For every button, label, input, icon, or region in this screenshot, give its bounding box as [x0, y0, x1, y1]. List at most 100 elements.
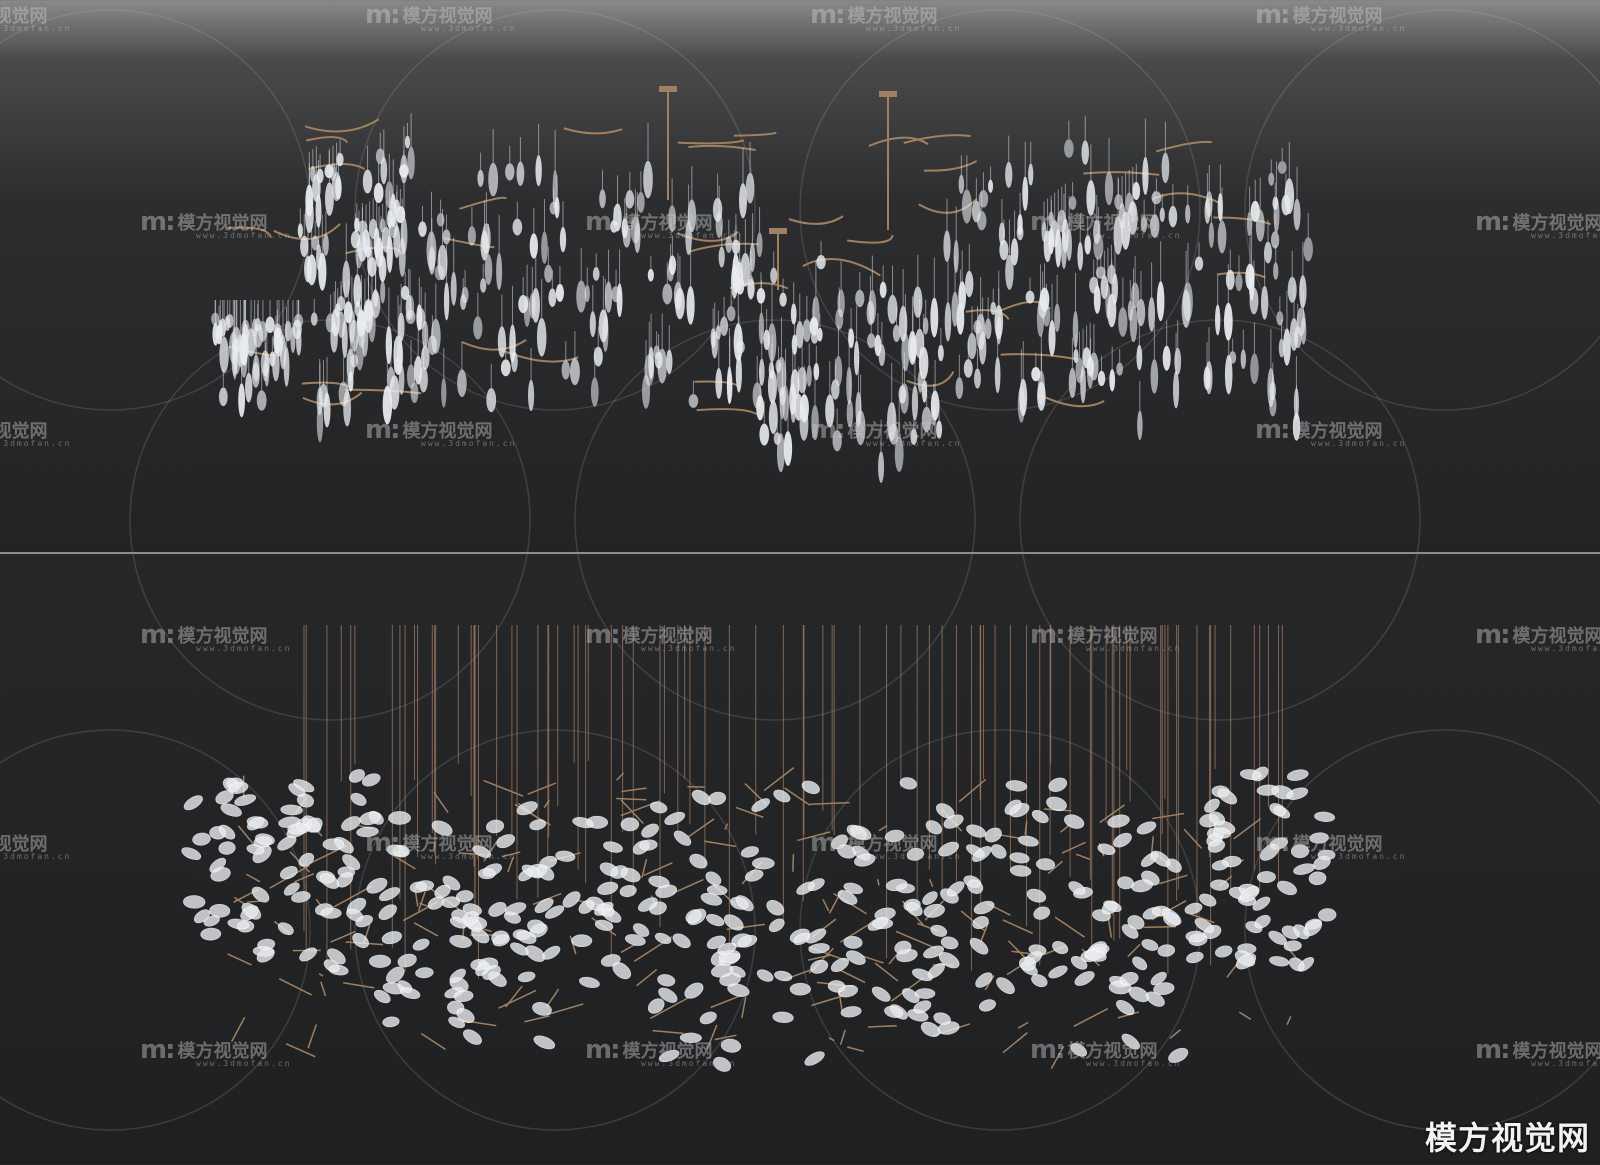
glass-pod: [902, 988, 920, 1004]
glass-drop: [1061, 231, 1067, 270]
glass-drop: [1260, 285, 1269, 320]
glass-pod: [727, 983, 750, 997]
glass-pod: [359, 811, 381, 826]
glass-drop: [516, 161, 525, 186]
watermark-arc: [799, 9, 1201, 411]
glass-pod: [943, 814, 964, 829]
branch: [652, 1029, 684, 1035]
branch: [1061, 841, 1086, 854]
glass-drop: [1093, 285, 1101, 314]
glass-drop: [783, 431, 793, 466]
glass-drop: [984, 318, 992, 340]
glass-pod: [655, 884, 678, 899]
glass-drop: [817, 327, 823, 342]
glass-drop: [251, 362, 260, 388]
glass-pod: [183, 795, 203, 811]
branch: [643, 862, 673, 877]
branch: [861, 955, 884, 964]
glass-drop: [846, 399, 854, 428]
ceiling-canopy: [659, 86, 677, 92]
glass-drop: [956, 302, 965, 335]
glass-pod: [867, 917, 889, 931]
glass-pod: [810, 959, 829, 974]
branch: [278, 978, 313, 996]
glass-pod: [1127, 915, 1145, 930]
glass-pod: [1048, 777, 1068, 793]
glass-pod: [571, 934, 593, 948]
glass-drop: [407, 146, 415, 180]
glass-drop: [1287, 276, 1297, 303]
glass-pod: [691, 789, 711, 806]
branch: [1286, 1016, 1292, 1026]
glass-drop: [318, 252, 327, 291]
glass-drop: [657, 348, 667, 384]
glass-drop: [1141, 216, 1148, 233]
watermark-logo: m:: [140, 207, 175, 237]
glass-drop: [637, 192, 645, 213]
branch: [285, 1043, 316, 1058]
glass-drop: [1037, 370, 1045, 406]
glass-drop: [625, 190, 635, 209]
glass-drop: [1174, 347, 1182, 375]
glass-drop: [666, 349, 673, 374]
glass-drop: [855, 391, 862, 428]
glass-drop: [686, 286, 695, 325]
glass-drop: [923, 317, 929, 335]
glass-drop: [419, 366, 428, 393]
glass-pod: [200, 927, 222, 941]
glass-drop: [457, 369, 467, 398]
glass-drop: [1089, 352, 1099, 381]
branch: [636, 968, 658, 987]
glass-pod: [486, 819, 505, 834]
glass-pod: [664, 811, 686, 826]
branch: [797, 831, 831, 842]
watermark-arc: [129, 319, 531, 721]
glass-pod: [471, 928, 490, 944]
glass-pod: [751, 857, 775, 870]
branch: [1127, 943, 1141, 958]
branch: [461, 339, 527, 351]
glass-drop: [616, 283, 623, 318]
glass-pod: [1063, 814, 1085, 829]
branch: [792, 854, 795, 872]
branch: [343, 982, 375, 989]
glass-pod: [871, 986, 891, 1002]
glass-drop: [834, 355, 843, 387]
glass-pod: [1150, 971, 1167, 986]
glass-drop: [1224, 354, 1233, 395]
glass-pod: [463, 1029, 482, 1045]
glass-drop: [279, 334, 287, 370]
glass-drop: [405, 294, 412, 321]
glass-drop: [874, 334, 882, 357]
branch: [868, 1024, 897, 1028]
glass-pod: [1214, 945, 1233, 958]
watermark-url: www.3dmofan.cn: [196, 1059, 292, 1068]
glass-pod: [975, 972, 993, 988]
glass-pod: [529, 819, 547, 831]
glass-pod: [1288, 957, 1305, 972]
glass-pod: [322, 838, 345, 851]
glass-drop: [831, 379, 840, 400]
glass-drop: [943, 230, 951, 263]
glass-pod: [218, 841, 236, 855]
glass-pod: [1107, 814, 1130, 828]
branch: [227, 226, 272, 239]
glass-pod: [586, 896, 605, 911]
glass-pod: [793, 932, 810, 946]
glass-pod: [542, 945, 561, 960]
glass-pod: [1117, 876, 1134, 890]
watermark-url: www.3dmofan.cn: [641, 1059, 737, 1068]
branch: [1017, 1021, 1029, 1029]
glass-drop: [436, 212, 445, 227]
glass-drop: [1269, 395, 1277, 417]
glass-drop: [380, 156, 388, 185]
glass-drop: [322, 233, 329, 256]
glass-pod: [449, 968, 466, 983]
glass-drop: [1019, 378, 1028, 417]
glass-pod: [1132, 956, 1148, 971]
glass-pod: [1186, 951, 1204, 964]
glass-drop: [1159, 207, 1165, 222]
glass-drop: [1142, 156, 1149, 196]
